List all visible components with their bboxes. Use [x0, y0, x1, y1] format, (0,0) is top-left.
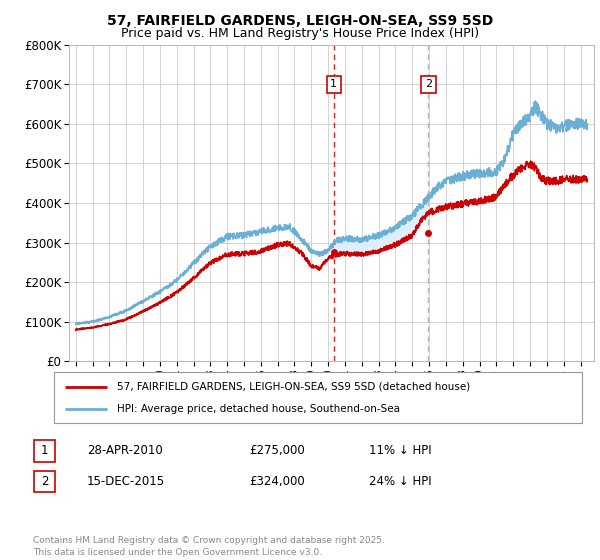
Text: 15-DEC-2015: 15-DEC-2015: [87, 475, 165, 488]
Text: Contains HM Land Registry data © Crown copyright and database right 2025.
This d: Contains HM Land Registry data © Crown c…: [33, 536, 385, 557]
Text: Price paid vs. HM Land Registry's House Price Index (HPI): Price paid vs. HM Land Registry's House …: [121, 27, 479, 40]
Text: 1: 1: [330, 80, 337, 90]
Text: 11% ↓ HPI: 11% ↓ HPI: [369, 444, 431, 458]
Text: £275,000: £275,000: [249, 444, 305, 458]
Text: 1: 1: [41, 444, 48, 458]
Text: 57, FAIRFIELD GARDENS, LEIGH-ON-SEA, SS9 5SD: 57, FAIRFIELD GARDENS, LEIGH-ON-SEA, SS9…: [107, 14, 493, 28]
Text: 24% ↓ HPI: 24% ↓ HPI: [369, 475, 431, 488]
Text: HPI: Average price, detached house, Southend-on-Sea: HPI: Average price, detached house, Sout…: [118, 404, 400, 414]
Text: 57, FAIRFIELD GARDENS, LEIGH-ON-SEA, SS9 5SD (detached house): 57, FAIRFIELD GARDENS, LEIGH-ON-SEA, SS9…: [118, 381, 470, 391]
Text: 28-APR-2010: 28-APR-2010: [87, 444, 163, 458]
Text: £324,000: £324,000: [249, 475, 305, 488]
Text: 2: 2: [41, 475, 48, 488]
Text: 2: 2: [425, 80, 432, 90]
